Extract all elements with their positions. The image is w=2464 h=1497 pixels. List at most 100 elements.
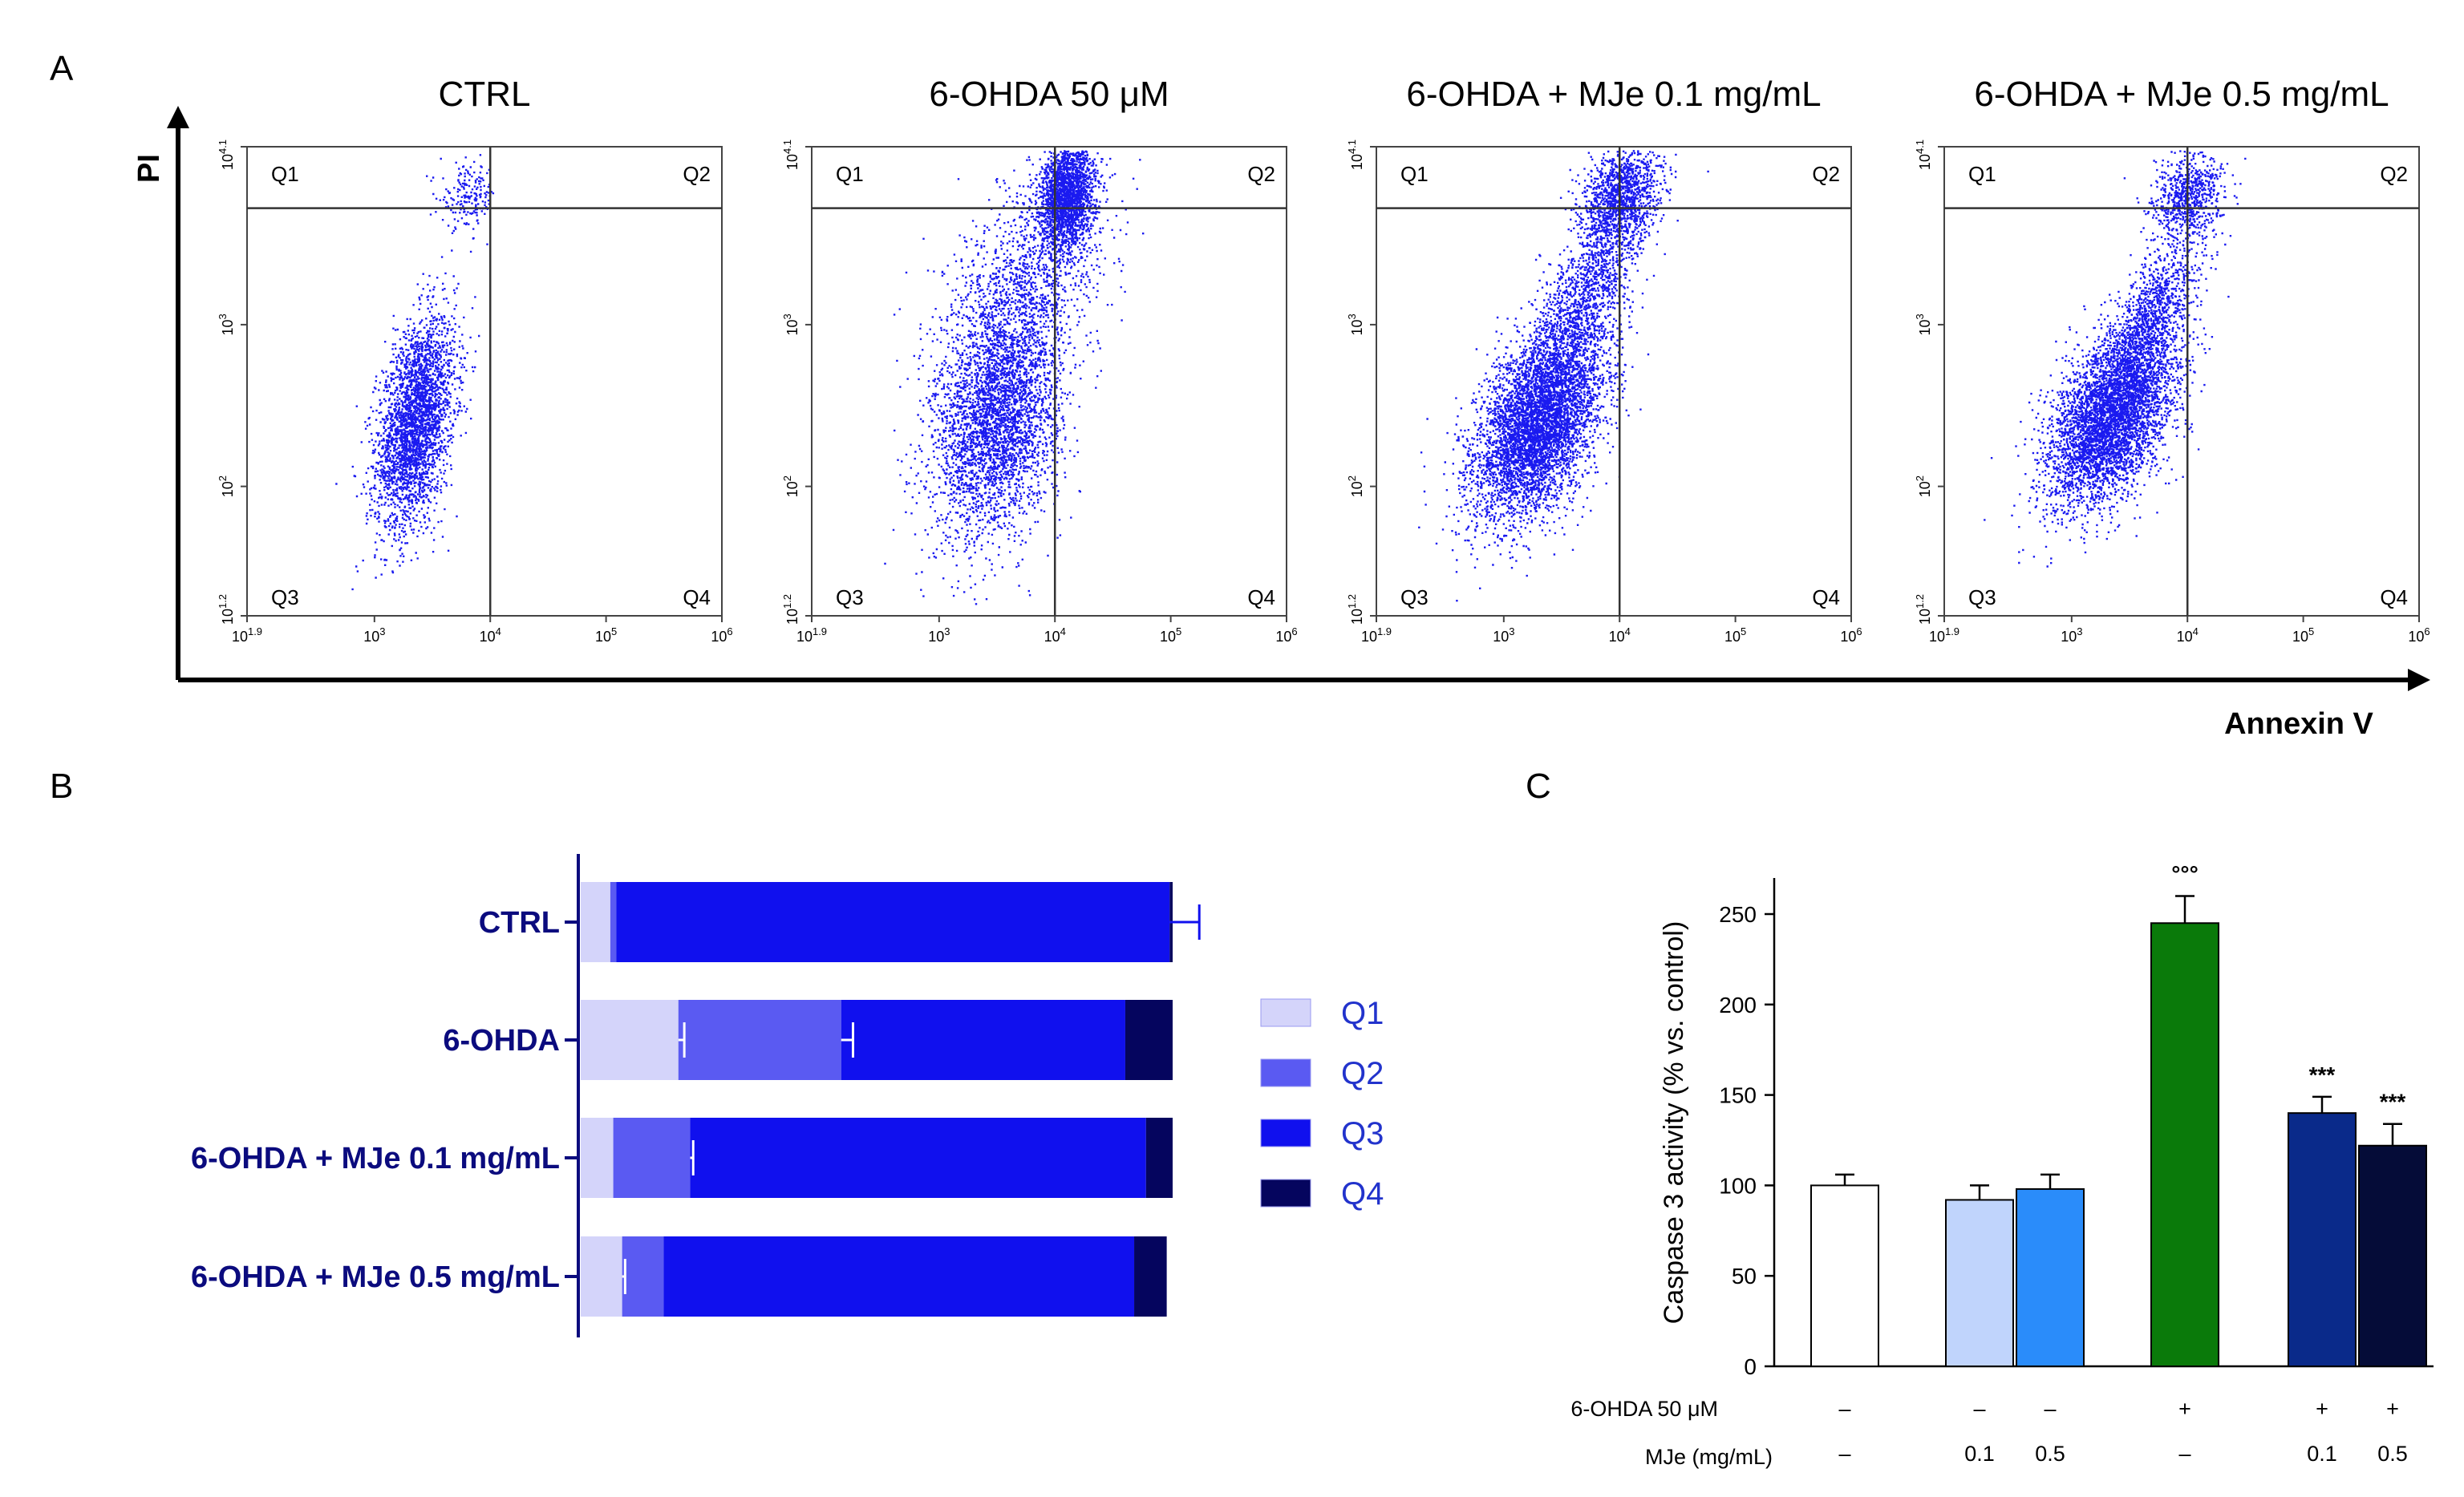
quadrant-label-q1: Q1 [1400,162,1429,186]
flow-plot-frame [246,146,723,617]
x-tick-base: 10 [711,629,727,645]
y-tick-exp: 1.2 [781,594,793,609]
c-y-axis-label: Caspase 3 activity (% vs. control) [1659,921,1689,1325]
y-tick-label: 101.2 [1914,594,1933,625]
quadrant-label-q4: Q4 [1812,585,1840,609]
b-segment-q2 [610,882,617,962]
x-tick-exp: 1.9 [1945,625,1959,637]
b-category-label: 6-OHDA + MJe 0.1 mg/mL [191,1142,560,1175]
y-tick-label: 104.1 [1346,140,1365,170]
quadrant-label-q3: Q3 [1400,585,1429,609]
x-tick-exp: 3 [1509,625,1514,637]
flow-events [1984,150,2247,568]
x-tick-exp: 6 [1856,625,1862,637]
c-bar-4 [2150,922,2219,1367]
x-tick-base: 10 [1493,629,1509,645]
x-tick-base: 10 [1160,629,1176,645]
y-tick-exp: 4.1 [217,140,229,154]
y-tick-exp: 3 [1346,314,1358,319]
b-segment-q3 [663,1236,1135,1317]
x-tick-exp: 6 [2424,625,2430,637]
y-tick-exp: 4.1 [781,140,793,154]
x-tick-label: 101.9 [232,625,262,645]
pi-axis-arrowhead [167,106,189,128]
x-tick-base: 10 [1275,629,1291,645]
flow-events [884,150,1145,605]
quadrant-label-q1: Q1 [836,162,864,186]
x-tick-exp: 1.9 [1377,625,1392,637]
c-ohda-condition: + [2386,1397,2399,1421]
x-tick-label: 106 [1840,625,1862,645]
c-row-label-ohda: 6-OHDA 50 μM [1570,1397,1718,1421]
x-tick-exp: 4 [1060,625,1066,637]
x-tick-base: 10 [232,629,248,645]
b-legend-swatch-q3 [1260,1119,1311,1147]
c-significance-marker: *** [2309,1062,2336,1087]
y-tick-exp: 4.1 [1914,140,1926,154]
x-tick-label: 101.9 [1361,625,1392,645]
y-tick-label: 103 [1346,314,1365,335]
b-segment-q3 [841,1000,1125,1080]
x-tick-base: 10 [363,629,379,645]
x-tick-label: 104 [2177,625,2199,645]
x-tick-exp: 4 [2193,625,2199,637]
c-bar-6 [2358,1144,2427,1367]
x-tick-label: 105 [1160,625,1181,645]
quadrant-label-q3: Q3 [1968,585,1996,609]
quadrant-label-q3: Q3 [271,585,299,609]
b-segment-q4 [1134,1236,1167,1317]
x-tick-label: 104 [1044,625,1066,645]
x-tick-exp: 3 [379,625,385,637]
b-legend-swatch-q4 [1260,1179,1311,1208]
quadrant-label-q2: Q2 [1812,162,1840,186]
y-tick-exp: 2 [217,475,229,481]
y-tick-base: 10 [1917,319,1933,335]
x-tick-label: 104 [480,625,501,645]
x-tick-exp: 6 [727,625,732,637]
c-ohda-condition: – [1838,1397,1850,1421]
x-tick-base: 10 [2292,629,2308,645]
quadrant-label-q4: Q4 [683,585,711,609]
c-y-tick-label: 0 [1744,1354,1757,1379]
y-tick-exp: 4.1 [1346,140,1358,154]
x-tick-label: 103 [363,625,385,645]
b-segment-q3 [690,1118,1146,1198]
flow-plot-title: 6-OHDA + MJe 0.5 mg/mL [1974,75,2389,114]
panel-label-a: A [50,49,74,88]
c-ohda-condition: – [2044,1397,2056,1421]
b-segment-q2 [622,1236,664,1317]
annexin-axis-arrowhead [2408,669,2430,691]
quadrant-label-q3: Q3 [836,585,864,609]
quadrant-distribution-chart: CTRL 6-OHDA 6-OHDA + MJe 0.1 mg/mL 6-OHDA +… [191,854,1384,1337]
y-tick-exp: 3 [1914,314,1926,319]
x-tick-label: 103 [1493,625,1514,645]
x-tick-label: 106 [1275,625,1297,645]
c-mje-condition: 0.1 [1964,1442,1995,1466]
b-legend-label: Q1 [1341,996,1384,1031]
c-mje-condition: – [2178,1442,2190,1466]
x-tick-exp: 1.9 [813,625,827,637]
annexin-axis-label: Annexin V [2224,707,2373,741]
c-y-tick-label: 250 [1719,902,1757,927]
x-tick-exp: 6 [1291,625,1297,637]
quadrant-label-q4: Q4 [2380,585,2408,609]
x-tick-base: 10 [595,629,611,645]
x-tick-label: 101.9 [1929,625,1959,645]
caspase3-activity-chart: 0 50 100 150 200 250 Caspase 3 activity (% vs.… [1570,861,2434,1469]
y-tick-label: 104.1 [217,140,236,170]
c-bar-3 [2016,1187,2085,1367]
b-legend-swatch-q2 [1260,1058,1311,1087]
flow-plot-frame [1376,146,1852,617]
y-tick-exp: 2 [1346,475,1358,481]
x-tick-base: 10 [2408,629,2424,645]
y-tick-base: 10 [1917,481,1933,497]
y-tick-exp: 3 [781,314,793,319]
c-mje-condition: 0.5 [2035,1442,2065,1466]
y-tick-base: 10 [784,609,800,625]
flow-plot-title: CTRL [439,75,531,114]
b-segment-q2 [678,1000,841,1080]
y-tick-base: 10 [1917,609,1933,625]
